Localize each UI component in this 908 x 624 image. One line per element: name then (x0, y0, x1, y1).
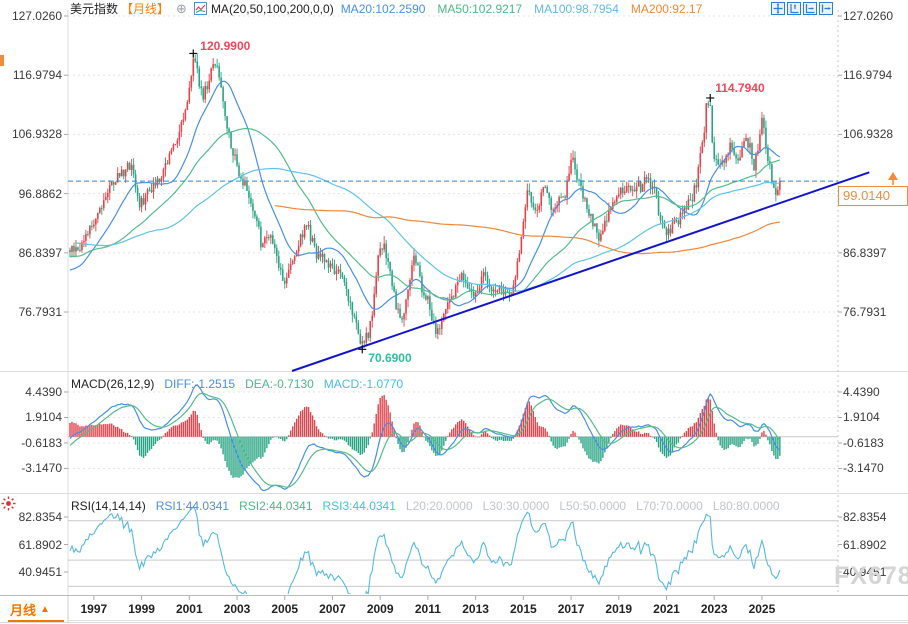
rsi-level-50: L50:50.0000 (559, 499, 627, 513)
x-axis-year-label: 2003 (223, 602, 251, 616)
x-axis-year-label: 2021 (653, 602, 680, 616)
ma-legend-value: MA50:102.9217 (437, 1, 523, 16)
rsi-level-70: L70:70.0000 (636, 499, 703, 513)
ma-legend-value: MA200:92.17 (630, 1, 703, 16)
brand-watermark: FX678 (834, 562, 908, 590)
ma200-line (274, 205, 780, 255)
all-time-high-label: 120.9900 (200, 39, 251, 54)
macd-y-axis-label-left: -0.6183 (21, 435, 62, 450)
rsi3-value: RSI3:44.0341 (322, 499, 396, 513)
macd-y-axis-label-right: 4.4390 (843, 385, 880, 399)
trendline (291, 171, 870, 372)
macd-name: MACD(26,12,9) (71, 377, 155, 391)
main-y-axis-label-left: 106.9328 (11, 127, 62, 142)
timeframe-badge: 【月线】 (121, 2, 170, 16)
main-y-axis-label-left: 116.9794 (12, 68, 62, 83)
ma20-line (69, 80, 781, 310)
add-indicator-icon[interactable]: ⊕ (176, 1, 187, 16)
ma-legend-value: MA20:102.2590 (340, 1, 426, 16)
rsi-y-axis-label-left: 61.8902 (18, 537, 62, 552)
main-y-axis-label-left: 76.7931 (18, 305, 62, 320)
rsi-level-80: L80:80.0000 (712, 499, 780, 513)
main-gridlines (68, 15, 838, 313)
rsi2-value: RSI2:44.0341 (239, 499, 313, 513)
main-y-axis-label-right: 106.9328 (843, 127, 894, 142)
instrument-title: 美元指数 (70, 2, 119, 16)
price-marker-arrow (888, 172, 898, 180)
x-axis-year-label: 2013 (462, 602, 489, 616)
rsi-name: RSI(14,14,14) (71, 499, 146, 513)
x-axis-year-label: 2005 (271, 602, 299, 616)
timeframe-tab[interactable]: 月线 ▲ (10, 600, 50, 619)
x-axis-year-label: 2023 (700, 602, 728, 616)
scale-x-axis-icon[interactable] (803, 2, 817, 15)
macd-y-axis-label-left: 1.9104 (25, 410, 62, 425)
chart-toolbar (771, 2, 833, 15)
macd-y-axis-label-right: -0.6183 (843, 435, 884, 450)
x-axis-year-label: 2015 (509, 602, 537, 616)
macd-y-axis-label-right: 1.9104 (843, 410, 880, 425)
macd-dea-line (69, 392, 781, 488)
current-price-tag[interactable]: 99.0140 (838, 186, 908, 206)
macd-panel-header: MACD(26,12,9) DIFF:-1.2515 DEA:-0.7130 M… (71, 377, 403, 391)
ma50-line (69, 128, 781, 301)
x-axis-year-label: 2011 (414, 602, 441, 616)
x-axis-year-label: 2019 (605, 602, 633, 616)
ma100-line (75, 167, 780, 292)
alert-flash-icon[interactable] (1, 496, 16, 516)
move-crosshair-icon[interactable] (771, 2, 785, 15)
x-axis-year-label: 2001 (175, 602, 203, 616)
x-axis-year-label: 2025 (748, 602, 776, 616)
macd-diff-value: DIFF:-1.2515 (164, 377, 236, 391)
go-to-latest-icon[interactable] (819, 2, 833, 15)
left-edge-marker (0, 55, 4, 66)
chart-header: 美元指数 【月线】 ⊕ MA(20,50,100,200,0,0) MA20:1… (70, 1, 703, 17)
x-axis-year-label: 1999 (128, 602, 155, 616)
macd-y-axis-label-left: -3.1470 (21, 461, 62, 476)
scale-y-axis-icon[interactable] (787, 2, 801, 15)
main-y-axis-label-right: 86.8397 (843, 245, 887, 260)
x-axis-year-label: 2007 (319, 602, 346, 616)
macd-dea-value: DEA:-0.7130 (245, 377, 314, 391)
rsi-y-axis-label-right: 82.8354 (843, 510, 887, 524)
ma-legend-value: MA100:98.7954 (534, 1, 619, 16)
rsi-y-axis-label-left: 82.8354 (18, 510, 62, 524)
macd-y-axis-label-left: 4.4390 (25, 385, 62, 399)
rsi-y-axis-label-left: 40.9451 (18, 565, 62, 579)
main-y-axis-label-right: 127.0260 (843, 9, 894, 23)
x-axis-year-label: 1997 (80, 602, 108, 616)
main-y-axis-label-right: 116.9794 (843, 68, 893, 83)
timeframe-tab-underline (8, 620, 64, 622)
main-y-axis-label-left: 86.8397 (18, 245, 62, 260)
x-axis-year-label: 2017 (557, 602, 585, 616)
cycle-low-label: 70.6900 (368, 351, 412, 366)
macd-diff-line (69, 384, 781, 492)
timeframe-tab-label: 月线 (10, 603, 37, 618)
recent-high-label: 114.7940 (715, 80, 765, 95)
ma-legend: MA20:102.2590 MA50:102.9217 MA100:98.7954 M… (341, 2, 703, 16)
main-y-axis-label-left: 96.8862 (18, 186, 62, 201)
rsi1-value: RSI1:44.0341 (155, 499, 230, 513)
rsi-level-30: L30:30.0000 (482, 499, 550, 513)
rsi-gridlines (68, 520, 838, 587)
x-axis-year-label: 2009 (366, 602, 394, 616)
candlestick-series (69, 53, 781, 350)
chevron-up-icon: ▲ (40, 604, 50, 615)
rsi-panel-header: RSI(14,14,14) RSI1:44.0341 RSI2:44.0341 … (71, 499, 780, 513)
chart-type-icon[interactable] (193, 2, 207, 15)
rsi-y-axis-label-right: 61.8902 (843, 537, 887, 552)
rsi-line (69, 505, 781, 594)
macd-y-axis-label-right: -3.1470 (843, 461, 884, 476)
rsi-level-20: L20:20.0000 (405, 499, 473, 513)
macd-macd-value: MACD:-1.0770 (323, 377, 404, 391)
main-y-axis-label-right: 76.7931 (843, 305, 887, 320)
ma-settings: MA(20,50,100,200,0,0) (210, 1, 334, 16)
main-y-axis-label-left: 127.0260 (11, 9, 62, 23)
rsi-y-axis-label-right: 40.9451 (843, 565, 887, 579)
macd-histogram (69, 395, 781, 478)
